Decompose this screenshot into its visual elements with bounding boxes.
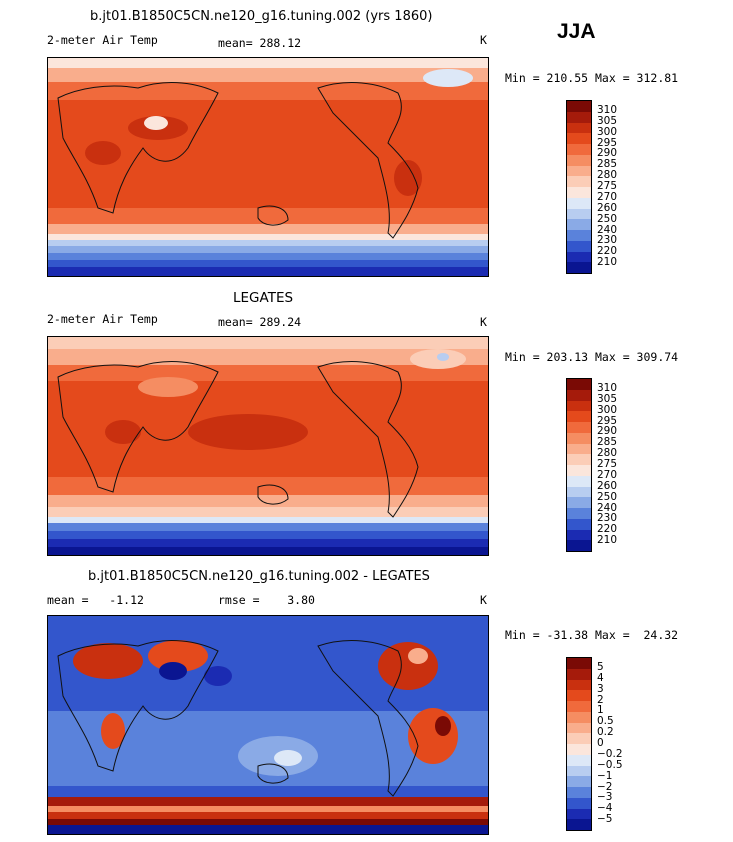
colorbar-1-tick-label: 305 bbox=[597, 114, 618, 127]
colorbar-1-tick-label: 300 bbox=[597, 125, 618, 138]
panel-3-title: b.jt01.B1850C5CN.ne120_g16.tuning.002 - … bbox=[88, 569, 430, 584]
panel-2-units: K bbox=[480, 315, 487, 329]
panel-1-variable: 2-meter Air Temp bbox=[47, 33, 158, 47]
panel-2-colorbar bbox=[566, 378, 592, 552]
panel-3-map bbox=[47, 615, 489, 835]
colorbar-3-tick-label: 2 bbox=[597, 693, 604, 706]
colorbar-1-tick-label: 310 bbox=[597, 103, 618, 116]
panel-3-field bbox=[48, 616, 488, 834]
colorbar-1-tick-label: 220 bbox=[597, 245, 618, 258]
colorbar-1-tick-label: 285 bbox=[597, 158, 618, 171]
colorbar-1-tick-label: 250 bbox=[597, 212, 618, 225]
colorbar-1-tick-label: 270 bbox=[597, 190, 618, 203]
season-label: JJA bbox=[557, 20, 596, 43]
colorbar-2-tick-label: 250 bbox=[597, 490, 618, 503]
panel-1-minmax: Min = 210.55 Max = 312.81 bbox=[505, 71, 679, 85]
panel-2-title: LEGATES bbox=[233, 290, 294, 306]
colorbar-2-tick-label: 230 bbox=[597, 512, 618, 525]
colorbar-1-tick-label: 260 bbox=[597, 201, 618, 214]
colorbar-1-tick-label: 210 bbox=[597, 256, 618, 269]
panel-2-minmax: Min = 203.13 Max = 309.74 bbox=[505, 350, 679, 364]
colorbar-2-tick-label: 290 bbox=[597, 425, 618, 438]
colorbar-2-tick-label: 300 bbox=[597, 403, 618, 416]
colorbar-2-tick-label: 240 bbox=[597, 501, 618, 514]
colorbar-3-tick-label: −3 bbox=[597, 791, 613, 804]
colorbar-3-tick-label: −4 bbox=[597, 802, 613, 815]
colorbar-3-tick-label: −1 bbox=[597, 769, 613, 782]
colorbar-3-tick-label: 0.5 bbox=[597, 715, 614, 728]
colorbar-3-tick-label: −0.5 bbox=[597, 758, 623, 771]
colorbar-1-tick-label: 290 bbox=[597, 147, 618, 160]
colorbar-2-tick-label: 220 bbox=[597, 523, 618, 536]
panel-1-mean: mean= 288.12 bbox=[218, 36, 302, 50]
colorbar-3-tick-label: 0 bbox=[597, 737, 604, 749]
colorbar-3-tick-label: 4 bbox=[597, 671, 604, 684]
panel-1-field bbox=[48, 58, 488, 276]
colorbar-2-tick-label: 310 bbox=[597, 381, 618, 394]
colorbar-2-tick-label: 295 bbox=[597, 414, 618, 427]
panel-1-colorbar bbox=[566, 100, 592, 274]
colorbar-2-tick-label: 280 bbox=[597, 447, 618, 460]
panel-2-variable: 2-meter Air Temp bbox=[47, 312, 158, 326]
colorbar-3-tick-label: −2 bbox=[597, 780, 613, 793]
colorbar-3-tick-label: 1 bbox=[597, 704, 604, 717]
panel-3-mean: mean = -1.12 bbox=[47, 593, 144, 607]
panel-1-units: K bbox=[480, 33, 487, 47]
colorbar-2-tick-label: 305 bbox=[597, 392, 618, 405]
colorbar-3-tick-label: 5 bbox=[597, 660, 604, 673]
colorbar-3-tick-label: 3 bbox=[597, 682, 604, 695]
colorbar-2-tick-label: 285 bbox=[597, 436, 618, 449]
colorbar-1-tick-label: 295 bbox=[597, 136, 618, 149]
colorbar-1-tick-label: 275 bbox=[597, 180, 618, 192]
panel-3-rmse: rmse = 3.80 bbox=[218, 593, 315, 607]
panel-1-map bbox=[47, 57, 489, 277]
colorbar-1-tick-label: 240 bbox=[597, 223, 618, 236]
colorbar-1-tick-label: 280 bbox=[597, 169, 618, 182]
colorbar-2-tick-label: 260 bbox=[597, 479, 618, 492]
panel-2-map bbox=[47, 336, 489, 556]
colorbar-3-tick-label: −5 bbox=[597, 813, 613, 826]
panel-2-mean: mean= 289.24 bbox=[218, 315, 302, 329]
panel-2-field bbox=[48, 337, 488, 555]
colorbar-1-tick-label: 230 bbox=[597, 234, 618, 247]
colorbar-3-tick-label: 0.2 bbox=[597, 726, 614, 739]
panel-3-units: K bbox=[480, 593, 487, 607]
panel-3-minmax: Min = -31.38 Max = 24.32 bbox=[505, 628, 679, 642]
panel-3-colorbar bbox=[566, 657, 592, 831]
colorbar-2-tick-label: 270 bbox=[597, 468, 618, 481]
panel-1-title: b.jt01.B1850C5CN.ne120_g16.tuning.002 (y… bbox=[90, 9, 433, 24]
colorbar-2-tick-label: 275 bbox=[597, 458, 618, 470]
colorbar-3-tick-label: −0.2 bbox=[597, 747, 623, 760]
colorbar-2-tick-label: 210 bbox=[597, 534, 618, 547]
